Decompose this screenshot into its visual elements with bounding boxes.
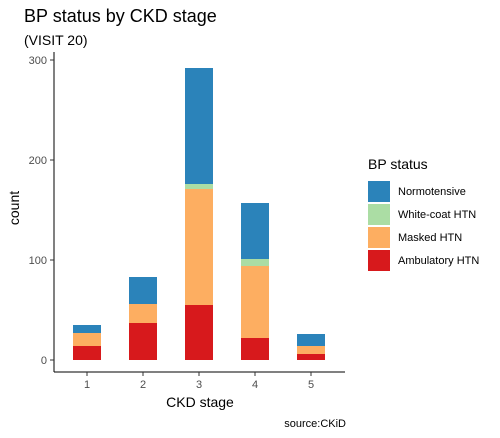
- legend-key-swatch: [368, 227, 390, 248]
- legend-item: Ambulatory HTN: [368, 249, 479, 272]
- bar-stage-3-ambulatory-htn: [185, 305, 213, 360]
- legend-key-swatch: [368, 250, 390, 271]
- bar-stage-2-masked-htn: [129, 304, 157, 323]
- y-axis-title: count: [6, 190, 22, 226]
- legend-key-swatch: [368, 204, 390, 225]
- legend-label: Ambulatory HTN: [398, 254, 480, 267]
- y-tick-label: 0: [41, 355, 47, 367]
- legend-label: Normotensive: [398, 185, 466, 198]
- legend-label: Masked HTN: [398, 231, 463, 244]
- bar-stage-5-masked-htn: [297, 346, 325, 354]
- bar-stage-3-white-coat-htn: [185, 184, 213, 189]
- legend: BP status Normotensive White-coat HTN Mask…: [368, 156, 479, 272]
- bar-stage-5-ambulatory-htn: [297, 354, 325, 360]
- x-tick-label: 3: [196, 379, 202, 391]
- chart-subtitle: (VISIT 20): [24, 32, 88, 48]
- x-axis-title: CKD stage: [166, 394, 234, 410]
- x-tick-label: 1: [84, 379, 90, 391]
- legend-item: White-coat HTN: [368, 203, 479, 226]
- bar-stage-3-normotensive: [185, 68, 213, 184]
- bar-stage-3-masked-htn: [185, 189, 213, 305]
- bar-stage-2-ambulatory-htn: [129, 323, 157, 360]
- legend-title: BP status: [368, 156, 428, 172]
- bar-stage-1-ambulatory-htn: [73, 346, 101, 360]
- bar-stage-4-white-coat-htn: [241, 259, 269, 266]
- bar-stage-5-normotensive: [297, 334, 325, 346]
- bar-stage-1-normotensive: [73, 325, 101, 333]
- legend-item: Masked HTN: [368, 226, 479, 249]
- y-tick-label: 200: [29, 155, 47, 167]
- y-tick-label: 100: [29, 255, 47, 267]
- legend-key-swatch: [368, 181, 390, 202]
- bar-stage-4-masked-htn: [241, 266, 269, 338]
- bar-stage-1-masked-htn: [73, 333, 101, 346]
- x-tick-label: 4: [252, 379, 258, 391]
- chart-title: BP status by CKD stage: [24, 6, 217, 26]
- legend-label: White-coat HTN: [398, 208, 477, 221]
- legend-item: Normotensive: [368, 180, 479, 203]
- x-tick-label: 5: [308, 379, 314, 391]
- bar-stage-4-ambulatory-htn: [241, 338, 269, 360]
- chart-caption: source:CKiD: [284, 418, 346, 430]
- y-tick-label: 300: [29, 55, 47, 67]
- x-tick-label: 2: [140, 379, 146, 391]
- bar-stage-4-normotensive: [241, 203, 269, 259]
- bar-stage-2-normotensive: [129, 277, 157, 304]
